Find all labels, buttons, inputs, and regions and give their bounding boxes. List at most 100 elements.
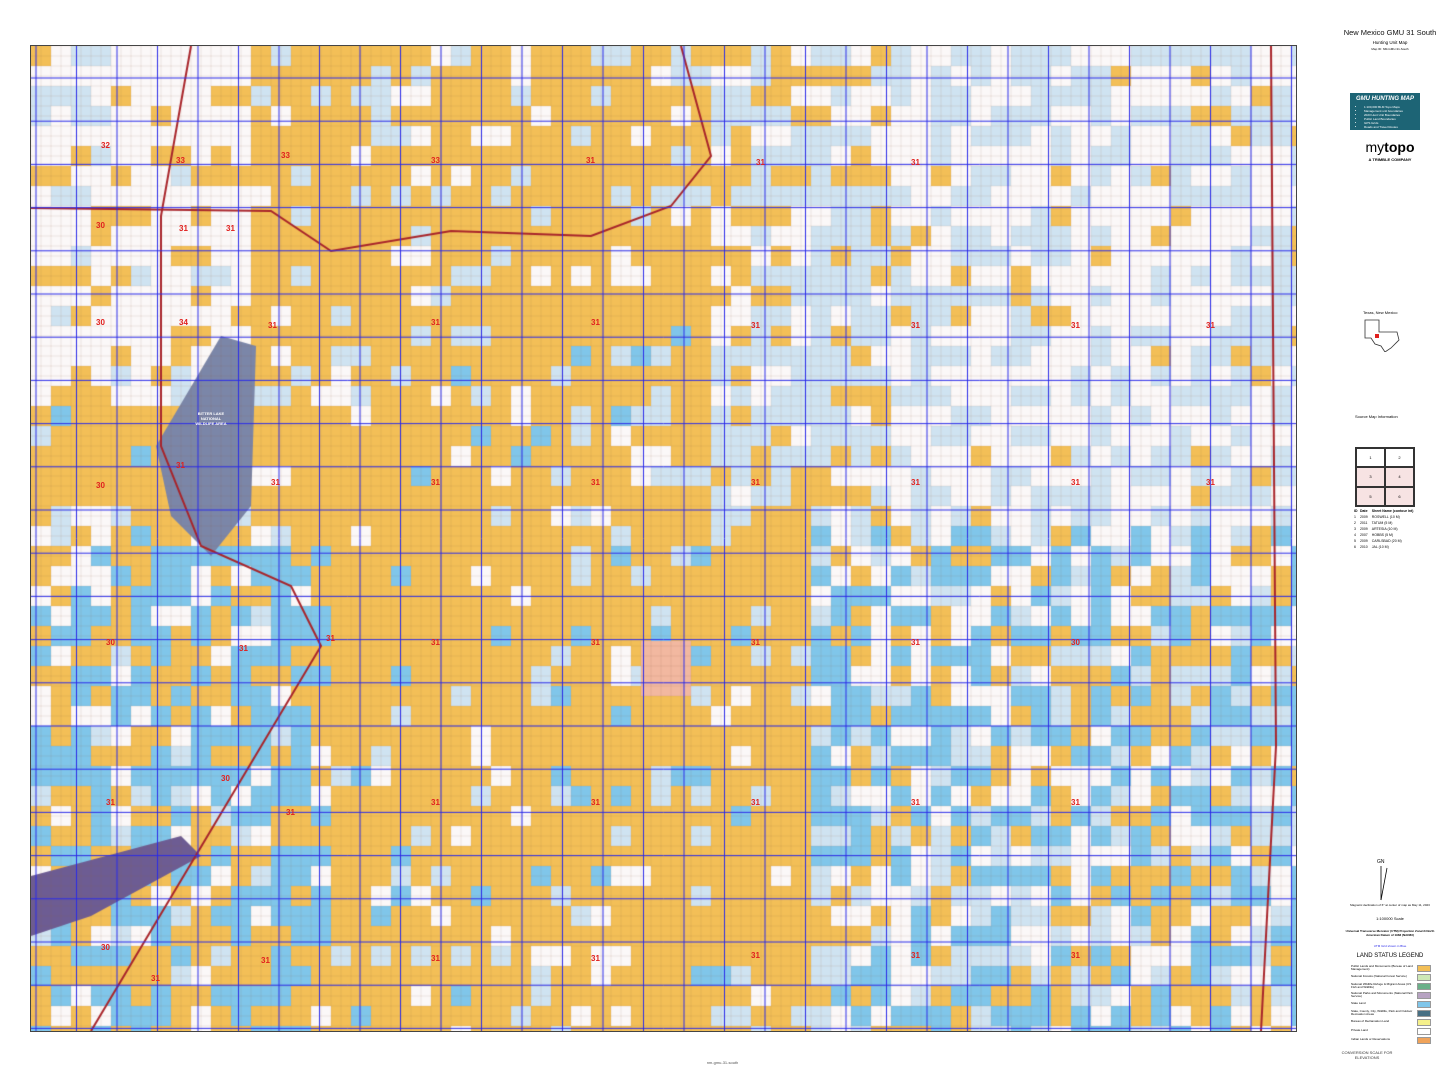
source-grid-cell: 4: [1385, 467, 1414, 487]
hunting-unit-map[interactable]: 32 33 33 33 31 31 31 30 31 31 30 34 31 31 31 31 31 31 31 31…: [30, 45, 1297, 1032]
unit-number-label: 31: [431, 318, 440, 327]
source-cell: ARTESIA (10 M): [1371, 527, 1398, 531]
map-id: Map ID: NM-GMU-31-South: [1371, 47, 1409, 51]
promo-bullet: 2023 Hunt Unit Boundaries: [1364, 113, 1420, 117]
source-cell: HOBBS (5 M): [1371, 533, 1394, 537]
legend-label: National Forests (National Forest Servic…: [1351, 974, 1407, 979]
promo-bullet: Public Land Boundaries: [1364, 117, 1420, 121]
unit-number-label: 30: [101, 943, 110, 952]
legend-item: Private Land: [1351, 1027, 1431, 1035]
unit-number-label: 30: [96, 481, 105, 490]
source-col-header: ID: [1354, 509, 1358, 513]
source-cell: CARLSBAD (20 M): [1371, 539, 1402, 543]
promo-bullet: Roads and Travel Routes: [1364, 125, 1420, 129]
north-label: GN: [1377, 859, 1385, 865]
unit-number-label: 31: [431, 954, 440, 963]
legend-label: National Parks and Monuments (National P…: [1351, 990, 1413, 998]
map-subtitle: Hunting Unit Map: [1372, 40, 1408, 45]
unit-number-label: 31: [591, 954, 600, 963]
declination-note: Magnetic declination of 6° at center of …: [1350, 903, 1430, 907]
unit-number-label: 31: [1206, 321, 1215, 330]
unit-number-label: 31: [911, 158, 920, 167]
legend-swatch: [1417, 1018, 1431, 1026]
legend-label: State Land: [1351, 1001, 1366, 1006]
legend-label: National Wildlife Refuge & Migrant Areas…: [1351, 981, 1412, 989]
texas-locator-icon: [1364, 319, 1400, 352]
promo-bullet: GPS Grids: [1364, 121, 1420, 125]
unit-number-label: 31: [1071, 478, 1080, 487]
source-grid-cell: 3: [1356, 467, 1385, 487]
unit-number-label: 31: [751, 321, 760, 330]
locator-label: Texas, New Mexico: [1363, 310, 1398, 315]
unit-number-label: 31: [751, 798, 760, 807]
unit-number-label: 30: [221, 774, 230, 783]
legend-label: State, County, City, Wildlife, Park and …: [1351, 1008, 1413, 1016]
unit-number-label: 31: [176, 461, 185, 470]
unit-number-label: 31: [1071, 798, 1080, 807]
gmu-promo-box: GMU HUNTING MAP 1:100,000 BLM Topo MapsM…: [1350, 93, 1420, 130]
source-row: 5 2009 CARLSBAD (20 M): [1353, 538, 1414, 544]
unit-number-label: 30: [106, 638, 115, 647]
grid-note: UTM Grid shown in Blue: [1373, 944, 1407, 948]
unit-number-label: 30: [1071, 638, 1080, 647]
source-row: 4 2007 HOBBS (5 M): [1353, 532, 1414, 538]
unit-number-label: 31: [1206, 478, 1215, 487]
unit-number-label: 31: [591, 638, 600, 647]
unit-number-label: 31: [591, 798, 600, 807]
legend-label: Bureau of Reclamation Land: [1351, 1019, 1390, 1024]
legend-label: Private Land: [1351, 1028, 1368, 1033]
unit-number-label: 31: [106, 798, 115, 807]
unit-number-label: 31: [911, 478, 920, 487]
legend-swatch: [1417, 973, 1431, 981]
unit-number-label: 31: [911, 798, 920, 807]
unit-number-label: 31: [226, 224, 235, 233]
source-heading: Source Map Information: [1355, 414, 1398, 419]
unit-number-label: 30: [96, 318, 105, 327]
source-col-header: Sheet Name (contour int): [1371, 509, 1414, 513]
unit-number-label: 31: [271, 478, 280, 487]
promo-bullet: 1:100,000 BLM Topo Maps: [1364, 105, 1420, 109]
unit-number-label: 33: [431, 156, 440, 165]
unit-number-label: 33: [176, 156, 185, 165]
unit-number-label: 31: [591, 318, 600, 327]
unit-number-label: 31: [1071, 321, 1080, 330]
legend-swatch: [1417, 964, 1431, 972]
scale-text: 1:100000 Scale: [1376, 916, 1404, 921]
legend-swatch: [1417, 1036, 1431, 1044]
unit-number-label: 31: [751, 638, 760, 647]
source-cell: 6: [1354, 545, 1356, 549]
legend-item: National Parks and Monuments (National P…: [1351, 991, 1431, 999]
source-cell: 3: [1354, 527, 1356, 531]
projection-note: Universal Transverse Mercator (UTM) Proj…: [1345, 929, 1435, 937]
unit-number-label: 31: [911, 638, 920, 647]
promo-bullet: Management unit boundaries: [1364, 109, 1420, 113]
source-cell: 2009: [1359, 527, 1368, 531]
source-cell: 5: [1354, 539, 1356, 543]
legend-item: State, County, City, Wildlife, Park and …: [1351, 1009, 1431, 1017]
unit-number-label: 31: [431, 478, 440, 487]
source-grid-cell: 2: [1385, 448, 1414, 468]
promo-heading: GMU HUNTING MAP: [1356, 96, 1414, 102]
source-cell: JAL (10 M): [1371, 545, 1389, 549]
promo-bullets: 1:100,000 BLM Topo MapsManagement unit b…: [1364, 105, 1420, 129]
legend-swatch: [1417, 1027, 1431, 1035]
trimble-tagline: A TRIMBLE COMPANY: [1368, 157, 1412, 162]
source-row: 3 2009 ARTESIA (10 M): [1353, 526, 1414, 532]
source-cell: 2009: [1359, 515, 1368, 519]
place-label: BITTER LAKE NATIONAL WILDLIFE AREA: [195, 411, 227, 426]
unit-number-label: 34: [179, 318, 188, 327]
source-cell: 2010: [1359, 545, 1368, 549]
north-arrow-icon: GN: [1377, 859, 1388, 901]
unit-number-label: 31: [268, 321, 277, 330]
map-footer: nm-gmu-31-south: [706, 1060, 739, 1065]
legend-item: Public Lands and Monuments (Bureau of La…: [1351, 964, 1431, 972]
unit-number-label: 33: [281, 151, 290, 160]
source-grid-cell: 5: [1356, 486, 1385, 506]
source-row: 1 2009 ROSWELL (10 M): [1353, 514, 1414, 520]
unit-number-label: 32: [101, 141, 110, 150]
unit-number-label: 30: [96, 221, 105, 230]
legend-item: State Land: [1351, 1000, 1431, 1008]
source-cell: 2009: [1359, 539, 1368, 543]
source-row: 2 2011 TATUM (5 M): [1353, 520, 1414, 526]
